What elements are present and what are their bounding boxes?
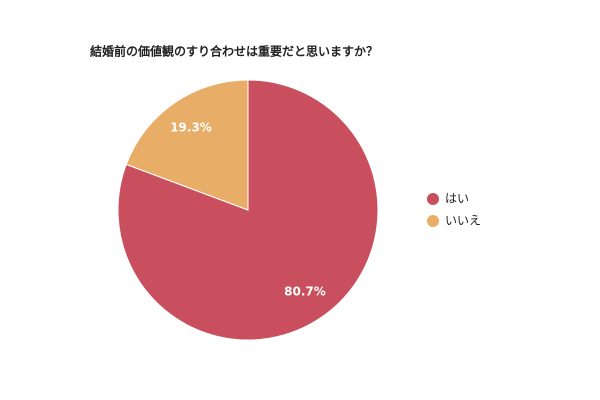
chart-title: 結婚前の価値観のすり合わせは重要だと思いますか？ <box>90 44 378 59</box>
value-label: 19.3% <box>170 120 212 134</box>
pie-slice <box>117 79 379 341</box>
legend-label: いいえ <box>445 214 481 228</box>
legend-label: はい <box>445 192 469 206</box>
legend-marker <box>427 193 439 205</box>
pie-slice <box>125 79 249 211</box>
value-label: 80.7% <box>284 285 326 299</box>
legend-marker <box>427 215 439 227</box>
